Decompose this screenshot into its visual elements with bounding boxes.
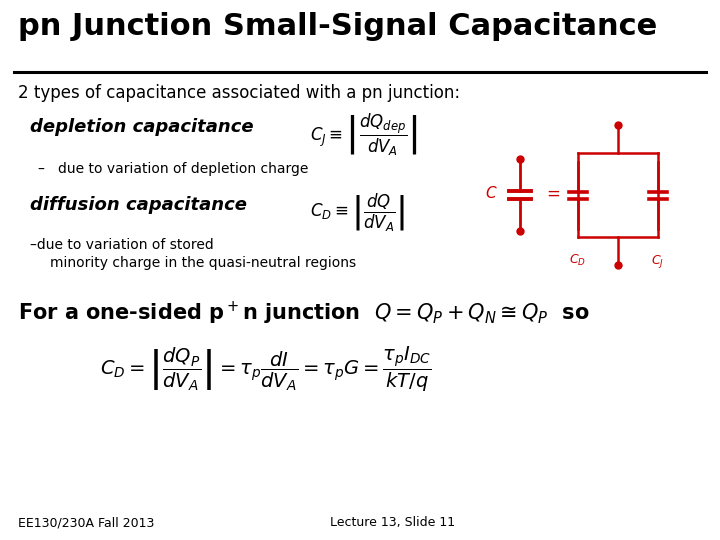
Text: $=$: $=$ [544,184,561,202]
Text: $C_D = \left|\dfrac{dQ_P}{dV_A}\right| = \tau_p \dfrac{dI}{dV_A} = \tau_p G = \d: $C_D = \left|\dfrac{dQ_P}{dV_A}\right| =… [100,345,432,394]
Text: EE130/230A Fall 2013: EE130/230A Fall 2013 [18,516,154,529]
Text: diffusion capacitance: diffusion capacitance [30,196,247,214]
Text: 2 types of capacitance associated with a pn junction:: 2 types of capacitance associated with a… [18,84,460,102]
Text: $C_D$: $C_D$ [570,253,587,268]
Text: Lecture 13, Slide 11: Lecture 13, Slide 11 [330,516,455,529]
Text: $C$: $C$ [485,185,498,201]
Text: pn Junction Small-Signal Capacitance: pn Junction Small-Signal Capacitance [18,12,657,41]
Text: $C_J \equiv \left|\dfrac{dQ_{dep}}{dV_A}\right|$: $C_J \equiv \left|\dfrac{dQ_{dep}}{dV_A}… [310,112,418,158]
Text: depletion capacitance: depletion capacitance [30,118,253,136]
Text: $C_J$: $C_J$ [652,253,665,270]
Text: For a one-sided p$^+$n junction  $Q = Q_P + Q_N \cong Q_P$  so: For a one-sided p$^+$n junction $Q = Q_P… [18,300,590,327]
Text: minority charge in the quasi-neutral regions: minority charge in the quasi-neutral reg… [50,256,356,270]
Text: –due to variation of stored: –due to variation of stored [30,238,214,252]
Text: –   due to variation of depletion charge: – due to variation of depletion charge [38,162,308,176]
Text: $C_D \equiv \left|\dfrac{dQ}{dV_A}\right|$: $C_D \equiv \left|\dfrac{dQ}{dV_A}\right… [310,192,405,234]
